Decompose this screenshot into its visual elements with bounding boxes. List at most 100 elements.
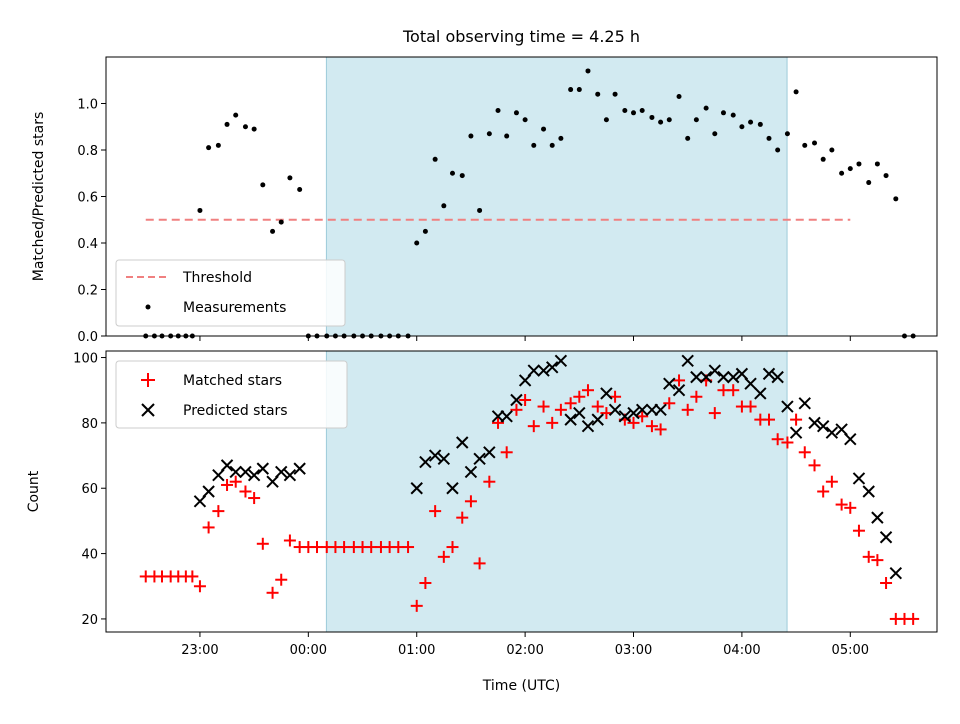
predicted-point — [456, 436, 469, 449]
predicted-point — [771, 370, 784, 384]
predicted-point — [239, 465, 252, 479]
matched-point — [410, 599, 423, 612]
predicted-point — [464, 465, 478, 479]
x-tick-label: 03:00 — [615, 643, 652, 658]
bottom-x-ticks: 23:00 00:00 01:00 02:00 03:00 04:00 05:00 — [181, 632, 869, 658]
measurement-point — [730, 112, 736, 118]
predicted-point — [708, 364, 722, 377]
matched-point — [554, 403, 567, 416]
matched-point — [564, 397, 577, 410]
matched-point — [212, 505, 225, 518]
observing-window-top — [325, 56, 788, 337]
measurement-point — [568, 87, 574, 93]
x-tick-label: 05:00 — [832, 643, 869, 658]
matched-point — [762, 413, 775, 426]
matched-point — [546, 416, 559, 429]
top-legend-box — [115, 259, 346, 327]
y-tick-label: 20 — [81, 613, 98, 628]
measurement-point — [459, 173, 465, 179]
bottom-legend-box — [115, 360, 348, 429]
measurement-point — [775, 147, 781, 153]
measurement-point — [874, 161, 880, 167]
y-tick-label: 0.2 — [77, 284, 98, 299]
measurement-point — [856, 161, 862, 167]
matched-point — [781, 436, 794, 449]
matched-point — [221, 478, 234, 491]
legend-predicted-swatch — [141, 403, 155, 417]
predicted-point — [635, 403, 649, 417]
predicted-point — [618, 410, 632, 423]
bottom-axes-frame — [105, 350, 938, 633]
predicted-point — [212, 468, 225, 482]
measurement-point — [658, 119, 664, 125]
matched-point — [464, 495, 477, 508]
measurement-point — [441, 203, 447, 209]
predicted-point — [672, 384, 686, 397]
measurement-point — [766, 135, 772, 141]
matched-point — [510, 403, 523, 416]
matched-point — [266, 586, 279, 599]
bottom-panel: 20 40 60 80 100 23:00 00:00 01:00 02:00 03:00 04:… — [26, 350, 938, 694]
measurement-point — [422, 228, 428, 234]
measurement-point — [712, 131, 718, 137]
y-tick-label: 0.6 — [77, 191, 98, 206]
predicted-point — [781, 400, 794, 413]
matched-point — [654, 423, 667, 436]
matched-star-points — [139, 374, 920, 625]
y-tick-label: 100 — [73, 352, 98, 367]
predicted-point — [862, 485, 875, 498]
predicted-point — [518, 374, 532, 387]
predicted-point — [889, 566, 903, 580]
predicted-point — [591, 413, 604, 426]
measurement-point — [468, 133, 474, 139]
predicted-point — [283, 468, 297, 482]
matched-point — [248, 492, 261, 505]
matched-point — [419, 576, 432, 589]
predicted-point — [428, 449, 442, 462]
predicted-point — [699, 370, 713, 384]
matched-point — [581, 384, 594, 397]
x-tick-label: 00:00 — [290, 643, 327, 658]
matched-point — [690, 390, 703, 403]
measurement-point — [649, 114, 655, 120]
matched-point — [862, 550, 875, 563]
predicted-point — [229, 465, 242, 479]
legend-predicted-label: Predicted stars — [183, 403, 288, 419]
matched-point — [808, 459, 821, 472]
measurement-point — [215, 142, 221, 148]
bottom-legend: Matched stars Predicted stars — [115, 360, 348, 429]
predicted-point — [256, 462, 270, 475]
matched-point — [798, 446, 811, 459]
y-tick-label: 40 — [81, 548, 98, 563]
legend-threshold-label: Threshold — [182, 270, 252, 286]
measurement-point — [206, 145, 212, 151]
y-tick-label: 60 — [81, 482, 98, 497]
top-panel: 0.0 0.2 0.4 0.6 0.8 1.0 Matched/Predicted sta… — [31, 56, 938, 345]
predicted-point — [735, 367, 749, 381]
predicted-point — [727, 370, 740, 384]
measurement-point — [631, 110, 637, 116]
legend-measurements-label: Measurements — [183, 300, 286, 316]
measurement-point — [541, 126, 547, 132]
predicted-point — [247, 468, 261, 482]
bottom-y-ticks: 20 40 60 80 100 — [73, 352, 106, 628]
predicted-point — [275, 465, 288, 479]
measurement-point — [242, 124, 248, 130]
matched-point — [186, 570, 199, 583]
predicted-point — [852, 472, 866, 485]
matched-point — [708, 407, 721, 420]
measurement-point — [495, 107, 501, 113]
matched-point — [673, 374, 686, 387]
predicted-point — [600, 387, 613, 400]
measurement-point — [531, 142, 537, 148]
matched-point — [817, 485, 830, 498]
matched-point — [429, 505, 442, 518]
matched-point — [844, 501, 857, 514]
matched-point — [537, 400, 550, 413]
measurement-point — [278, 219, 284, 225]
predicted-point — [608, 403, 622, 417]
measurement-point — [287, 175, 293, 181]
matched-point — [727, 384, 740, 397]
matched-point — [500, 446, 513, 459]
